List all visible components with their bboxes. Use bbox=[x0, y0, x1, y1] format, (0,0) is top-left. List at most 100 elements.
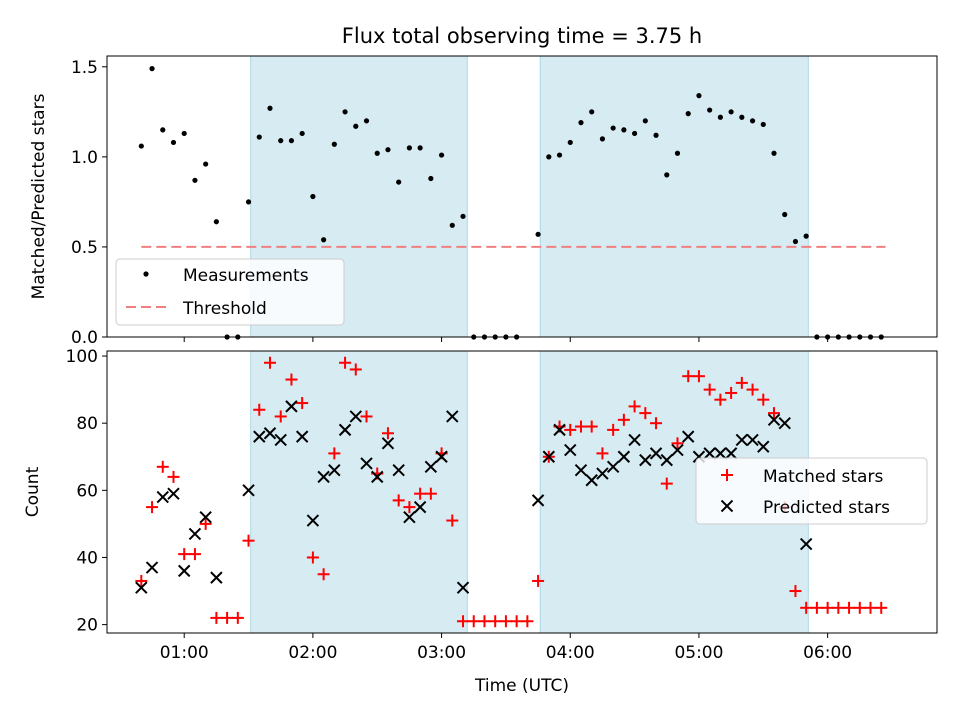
matched-star-point bbox=[574, 420, 587, 433]
predicted-star-point bbox=[145, 561, 159, 574]
marker-stroke bbox=[735, 433, 749, 447]
matched-star-point bbox=[457, 615, 470, 628]
matched-star-point bbox=[671, 437, 684, 450]
matched-star-point bbox=[789, 585, 802, 598]
measurement-point bbox=[610, 125, 616, 131]
marker-stroke bbox=[553, 423, 566, 437]
matched-star-point bbox=[692, 370, 705, 383]
matched-star-point bbox=[864, 601, 877, 614]
x-tick-label: 04:00 bbox=[546, 643, 595, 663]
legend-marker-measurements bbox=[143, 271, 149, 277]
matched-star-point bbox=[156, 460, 169, 473]
matched-star-point bbox=[349, 363, 362, 376]
predicted-star-point bbox=[574, 463, 588, 477]
measurement-point bbox=[438, 152, 445, 158]
matched-star-point bbox=[510, 615, 523, 628]
marker-stroke bbox=[188, 527, 202, 541]
predicted-star-point bbox=[188, 527, 202, 541]
marker-stroke bbox=[360, 457, 373, 470]
measurement-point bbox=[288, 138, 295, 144]
matched-star-point bbox=[596, 447, 609, 460]
matched-star-point bbox=[532, 574, 545, 587]
measurement-point bbox=[642, 118, 648, 124]
top-legend: Measurements Threshold bbox=[115, 258, 345, 326]
measurement-point bbox=[245, 199, 252, 205]
predicted-star-point bbox=[360, 457, 373, 470]
measurement-point bbox=[138, 143, 144, 149]
predicted-star-point bbox=[542, 450, 556, 463]
matched-star-point bbox=[735, 376, 748, 389]
matched-star-point bbox=[853, 601, 866, 614]
marker-stroke bbox=[585, 474, 598, 487]
measurement-point bbox=[428, 175, 434, 182]
matched-star-point bbox=[682, 370, 695, 383]
legend-label-threshold: Threshold bbox=[182, 299, 267, 319]
measurement-point bbox=[342, 109, 348, 115]
predicted-star-point bbox=[413, 500, 427, 514]
predicted-star-point bbox=[767, 413, 781, 427]
matched-star-point bbox=[414, 487, 427, 500]
matched-star-point bbox=[274, 410, 287, 423]
marker-stroke bbox=[306, 514, 320, 527]
predicted-star-point bbox=[531, 494, 545, 507]
matched-star-point bbox=[381, 427, 394, 440]
measurement-point bbox=[546, 154, 552, 160]
measurement-point bbox=[267, 105, 273, 111]
matched-star-point bbox=[221, 611, 234, 624]
marker-stroke bbox=[617, 450, 631, 463]
bottom-y-axis: 20 40 60 80 100 bbox=[66, 347, 107, 636]
matched-star-point bbox=[757, 393, 770, 406]
marker-stroke bbox=[606, 460, 620, 474]
y-tick-label: 60 bbox=[76, 481, 98, 501]
measurement-point bbox=[631, 130, 638, 137]
predicted-star-point bbox=[639, 453, 652, 467]
predicted-star-point bbox=[628, 433, 641, 447]
marker-stroke bbox=[639, 453, 652, 467]
predicted-star-point bbox=[778, 416, 791, 430]
predicted-star-point bbox=[285, 400, 298, 413]
predicted-star-point bbox=[274, 433, 287, 447]
predicted-star-point bbox=[746, 433, 759, 447]
predicted-star-point bbox=[381, 437, 395, 450]
predicted-star-point bbox=[617, 450, 631, 463]
matched-star-point bbox=[403, 501, 416, 514]
marker-stroke bbox=[692, 450, 706, 463]
y-tick-label: 1.5 bbox=[71, 58, 98, 78]
matched-star-point bbox=[832, 601, 845, 614]
top-legend-box bbox=[115, 258, 345, 326]
measurement-point bbox=[170, 139, 177, 146]
measurement-point bbox=[792, 238, 799, 245]
matched-star-point bbox=[650, 417, 663, 430]
y-tick-label: 100 bbox=[66, 347, 98, 367]
predicted-star-point bbox=[338, 423, 352, 437]
y-tick-label: 80 bbox=[76, 414, 98, 434]
predicted-star-point bbox=[371, 470, 384, 484]
measurement-point bbox=[278, 138, 284, 144]
predicted-star-point bbox=[724, 447, 738, 460]
measurement-point bbox=[771, 150, 777, 156]
measurement-point bbox=[749, 118, 756, 124]
predicted-star-point bbox=[435, 450, 448, 463]
measurement-point bbox=[535, 231, 541, 237]
marker-stroke bbox=[253, 430, 266, 443]
measurement-point bbox=[331, 141, 337, 147]
predicted-star-point bbox=[799, 537, 813, 551]
top-x-ticks bbox=[183, 337, 829, 342]
matched-star-point bbox=[564, 423, 577, 436]
predicted-star-point bbox=[564, 443, 577, 457]
measurement-point bbox=[213, 219, 219, 225]
marker-stroke bbox=[799, 537, 813, 551]
matched-star-point bbox=[768, 407, 781, 420]
marker-stroke bbox=[371, 470, 384, 484]
marker-stroke bbox=[424, 460, 438, 474]
matched-star-point bbox=[167, 470, 180, 483]
marker-stroke bbox=[263, 427, 277, 440]
marker-stroke bbox=[242, 484, 255, 497]
chart-title: Flux total observing time = 3.75 h bbox=[342, 24, 702, 48]
matched-star-point bbox=[360, 410, 373, 423]
bottom-plot-frame bbox=[106, 350, 938, 634]
matched-star-point bbox=[875, 601, 888, 614]
marker-stroke bbox=[746, 433, 759, 447]
predicted-star-point bbox=[735, 433, 749, 447]
bottom-panel: 20 40 60 80 100 01:00 02:00 03:00 04:00 05:00 06:… bbox=[23, 347, 938, 696]
